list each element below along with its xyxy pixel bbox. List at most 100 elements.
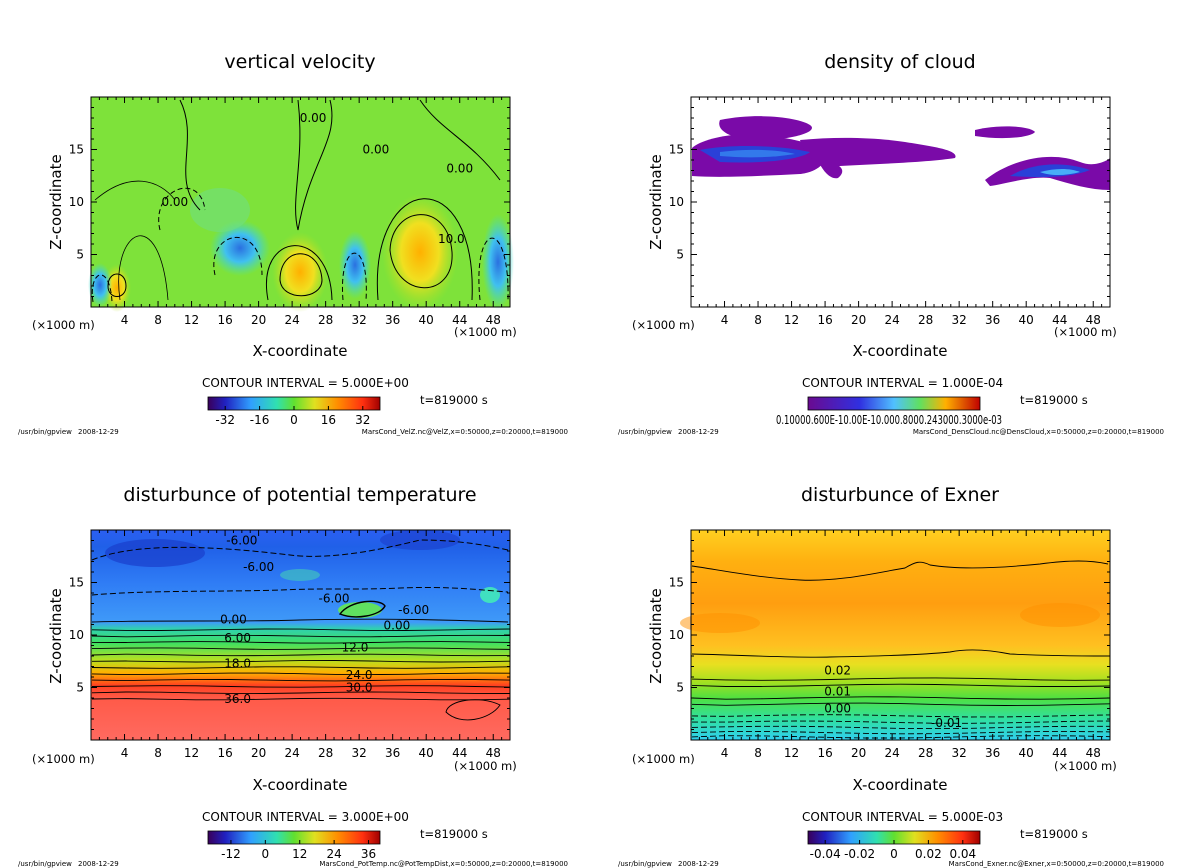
chart-title: vertical velocity <box>224 51 375 73</box>
x-tick-label: 12 <box>784 313 799 327</box>
x-tick-label: 32 <box>352 746 367 760</box>
x-axis-label: X-coordinate <box>853 342 948 360</box>
x-unit-label: (×1000 m) <box>32 318 95 332</box>
y-tick-label: 15 <box>669 576 684 590</box>
x-tick-label: 36 <box>385 313 400 327</box>
x-tick-label: 4 <box>721 313 729 327</box>
y-axis-label: Z-coordinate <box>47 588 65 683</box>
chart-title: disturbunce of Exner <box>801 484 999 506</box>
contour-line <box>91 634 511 638</box>
x-tick-label: 28 <box>918 313 933 327</box>
x-tick-label: 36 <box>985 313 1000 327</box>
contour-label: -6.00 <box>318 591 349 605</box>
plot-date: 2008-12-29 <box>78 860 119 868</box>
contour-label: -0.01 <box>931 716 962 730</box>
contour-label: -6.00 <box>398 603 429 617</box>
y-axis-label: Z-coordinate <box>647 154 665 249</box>
contour-label: 30.0 <box>346 681 373 695</box>
x-unit-label-right: (×1000 m) <box>1054 759 1117 773</box>
x-tick-label: 24 <box>884 313 899 327</box>
x-tick-label: 40 <box>1019 746 1034 760</box>
heatmap-field <box>680 530 1111 740</box>
x-tick-label: 32 <box>952 313 967 327</box>
program-path: /usr/bin/gpview <box>18 428 72 436</box>
colorbar-ticks: -32 -16 0 16 32 <box>215 406 370 427</box>
x-unit-label: (×1000 m) <box>632 318 695 332</box>
colorbar <box>207 830 381 845</box>
x-tick-label: 8 <box>154 313 162 327</box>
contour-label: 0.00 <box>824 702 851 716</box>
contour-line <box>91 653 511 657</box>
contour-label: 0.00 <box>384 619 411 633</box>
contour-label: 0.00 <box>446 161 473 175</box>
x-tick-label: 20 <box>851 746 866 760</box>
contour-label: 0.02 <box>824 664 851 678</box>
time-label: t=819000 s <box>1020 827 1088 841</box>
x-tick-label: 44 <box>452 746 467 760</box>
contour-label: -6.00 <box>226 534 257 548</box>
contour-label: 0.00 <box>363 143 390 157</box>
x-unit-label: (×1000 m) <box>32 752 95 766</box>
colorbar-tick-label: 0.02 <box>915 847 942 861</box>
program-path: /usr/bin/gpview <box>618 428 672 436</box>
y-axis-label: Z-coordinate <box>647 588 665 683</box>
contour-line <box>691 677 1111 681</box>
x-tick-label: 20 <box>851 313 866 327</box>
program-path: /usr/bin/gpview <box>18 860 72 868</box>
x-tick-label: 48 <box>486 313 501 327</box>
contour-line <box>91 691 511 694</box>
file-info: MarsCond_DensCloud.nc@DensCloud,x=0:5000… <box>913 428 1164 436</box>
x-tick-label: 24 <box>284 313 299 327</box>
x-tick-label: 16 <box>817 313 832 327</box>
contour-line <box>91 697 511 701</box>
contour-label: 18.0 <box>224 656 251 670</box>
contour-label: -6.00 <box>243 560 274 574</box>
contour-line <box>91 641 511 644</box>
x-tick-label: 48 <box>1086 313 1101 327</box>
x-tick-label: 44 <box>1052 746 1067 760</box>
x-tick-label: 24 <box>284 746 299 760</box>
colorbar-tick-label: 16 <box>321 413 336 427</box>
contour-line <box>691 702 1111 706</box>
contour-line <box>691 725 1110 730</box>
colorbar-tick-label: 0 <box>890 847 898 861</box>
contour-label: 24.0 <box>346 668 373 682</box>
contour-labels: -6.00 -6.00 -6.00 -6.00 0.00 0.00 6.00 12.0 18.0… <box>220 534 429 707</box>
colorbar-tick-label: 0.04 <box>949 847 976 861</box>
y-tick-label: 5 <box>76 248 84 262</box>
file-info: MarsCond_Exner.nc@Exner,x=0:50000,z=0:20… <box>949 860 1164 868</box>
contour-label: 0.00 <box>161 195 188 209</box>
colorbar-tick-label: 32 <box>355 413 370 427</box>
colorbar-tick-labels: 0.10000.600E-10.00E-10.000.8000.243000.3… <box>776 413 1002 427</box>
contour-line <box>691 714 1111 718</box>
x-tick-label: 24 <box>884 746 899 760</box>
y-tick-label: 10 <box>669 195 684 209</box>
y-tick-label: 15 <box>69 143 84 157</box>
contour-labels: 10.0 0.00 0.00 0.00 0.00 <box>161 111 473 246</box>
colorbar-tick-label: 0 <box>290 413 298 427</box>
colorbar-tick-label: 0 <box>262 847 270 861</box>
panel-exner: disturbunce of Exner 4 8 12 16 20 24 28 32 36 40 4… <box>618 484 1164 868</box>
x-tick-label: 40 <box>1019 313 1034 327</box>
colorbar-tick-label: -12 <box>221 847 241 861</box>
x-tick-label: 48 <box>1086 746 1101 760</box>
x-tick-label: 16 <box>217 313 232 327</box>
colorbar-ticks: -0.04 -0.02 0 0.02 0.04 <box>810 840 976 861</box>
contour-interval: CONTOUR INTERVAL = 5.000E-03 <box>802 810 1003 824</box>
x-tick-label: 36 <box>385 746 400 760</box>
colorbar-tick-label: -32 <box>215 413 235 427</box>
contour-labels: 0.02 0.01 0.00 -0.01 <box>824 664 962 731</box>
contour-label: 0.00 <box>220 612 247 626</box>
contour-label: 0.01 <box>824 685 851 699</box>
y-tick-label: 10 <box>69 195 84 209</box>
colorbar-tick-label: 12 <box>292 847 307 861</box>
x-axis-label: X-coordinate <box>253 342 348 360</box>
heatmap-field <box>691 97 1110 307</box>
x-tick-label: 32 <box>352 313 367 327</box>
contour-line <box>692 720 1111 724</box>
chart-title: density of cloud <box>824 51 976 73</box>
contour-line <box>91 685 511 688</box>
